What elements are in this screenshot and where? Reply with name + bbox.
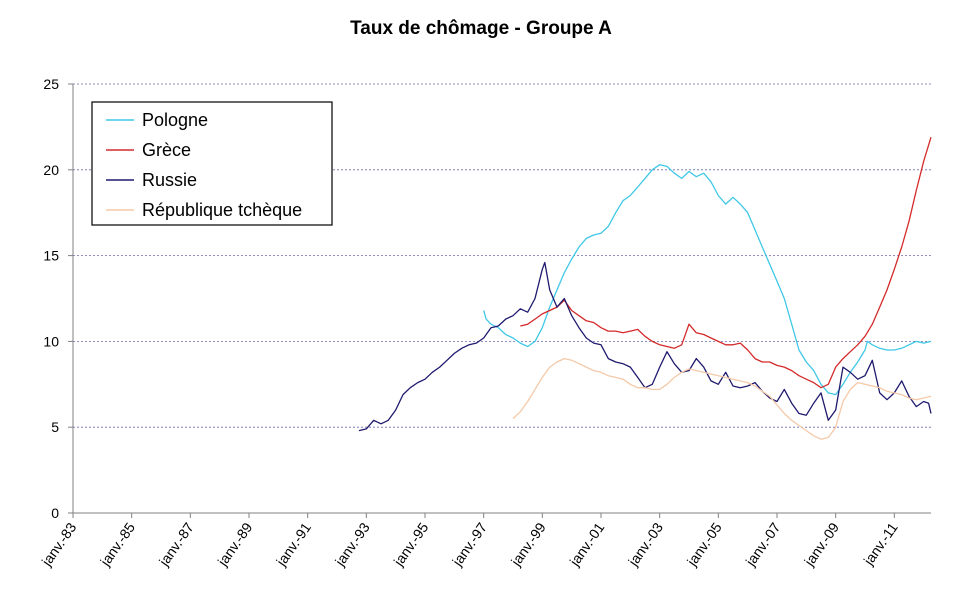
y-tick-label: 25 bbox=[43, 76, 59, 92]
series-line-pologne bbox=[483, 164, 932, 396]
y-tick-label: 5 bbox=[51, 419, 59, 435]
grid-layer bbox=[73, 83, 931, 428]
x-tick-label: janv.-11 bbox=[860, 519, 901, 568]
y-tick-label: 20 bbox=[43, 162, 59, 178]
chart-title: Taux de chômage - Groupe A bbox=[350, 18, 612, 39]
legend: Pologne Grèce Russie République tchèque bbox=[91, 101, 333, 226]
series-line-r-publique-tch-que bbox=[512, 357, 932, 440]
y-tick-label: 0 bbox=[51, 505, 59, 521]
y-tick-label: 10 bbox=[43, 333, 59, 349]
x-tick-label: janv.-01 bbox=[566, 519, 608, 569]
x-tick-label: janv.-83 bbox=[38, 519, 80, 569]
x-tick-label: janv.-07 bbox=[742, 519, 784, 569]
legend-label: Russie bbox=[142, 170, 197, 190]
series-line-gr-ce bbox=[520, 137, 932, 389]
x-tick-label: janv.-87 bbox=[155, 519, 197, 569]
legend-box bbox=[91, 101, 333, 226]
legend-label: République tchèque bbox=[142, 200, 302, 220]
x-tick-label: janv.-03 bbox=[624, 519, 666, 569]
x-tick-label: janv.-99 bbox=[507, 519, 549, 569]
series-layer bbox=[358, 137, 932, 440]
series-line-russie bbox=[358, 261, 932, 432]
x-tick-label: janv.-09 bbox=[800, 519, 842, 569]
y-tick-label: 15 bbox=[43, 248, 59, 264]
x-tick-label: janv.-05 bbox=[683, 519, 725, 569]
x-tick-label: janv.-95 bbox=[390, 519, 432, 569]
x-tick-label: janv.-89 bbox=[214, 519, 256, 569]
legend-label: Grèce bbox=[142, 140, 191, 160]
x-tick-label: janv.-97 bbox=[448, 519, 490, 569]
x-tick-label: janv.-85 bbox=[96, 519, 138, 569]
x-tick-label: janv.-93 bbox=[331, 519, 373, 569]
x-tick-label: janv.-91 bbox=[272, 519, 314, 569]
legend-label: Pologne bbox=[142, 110, 208, 130]
